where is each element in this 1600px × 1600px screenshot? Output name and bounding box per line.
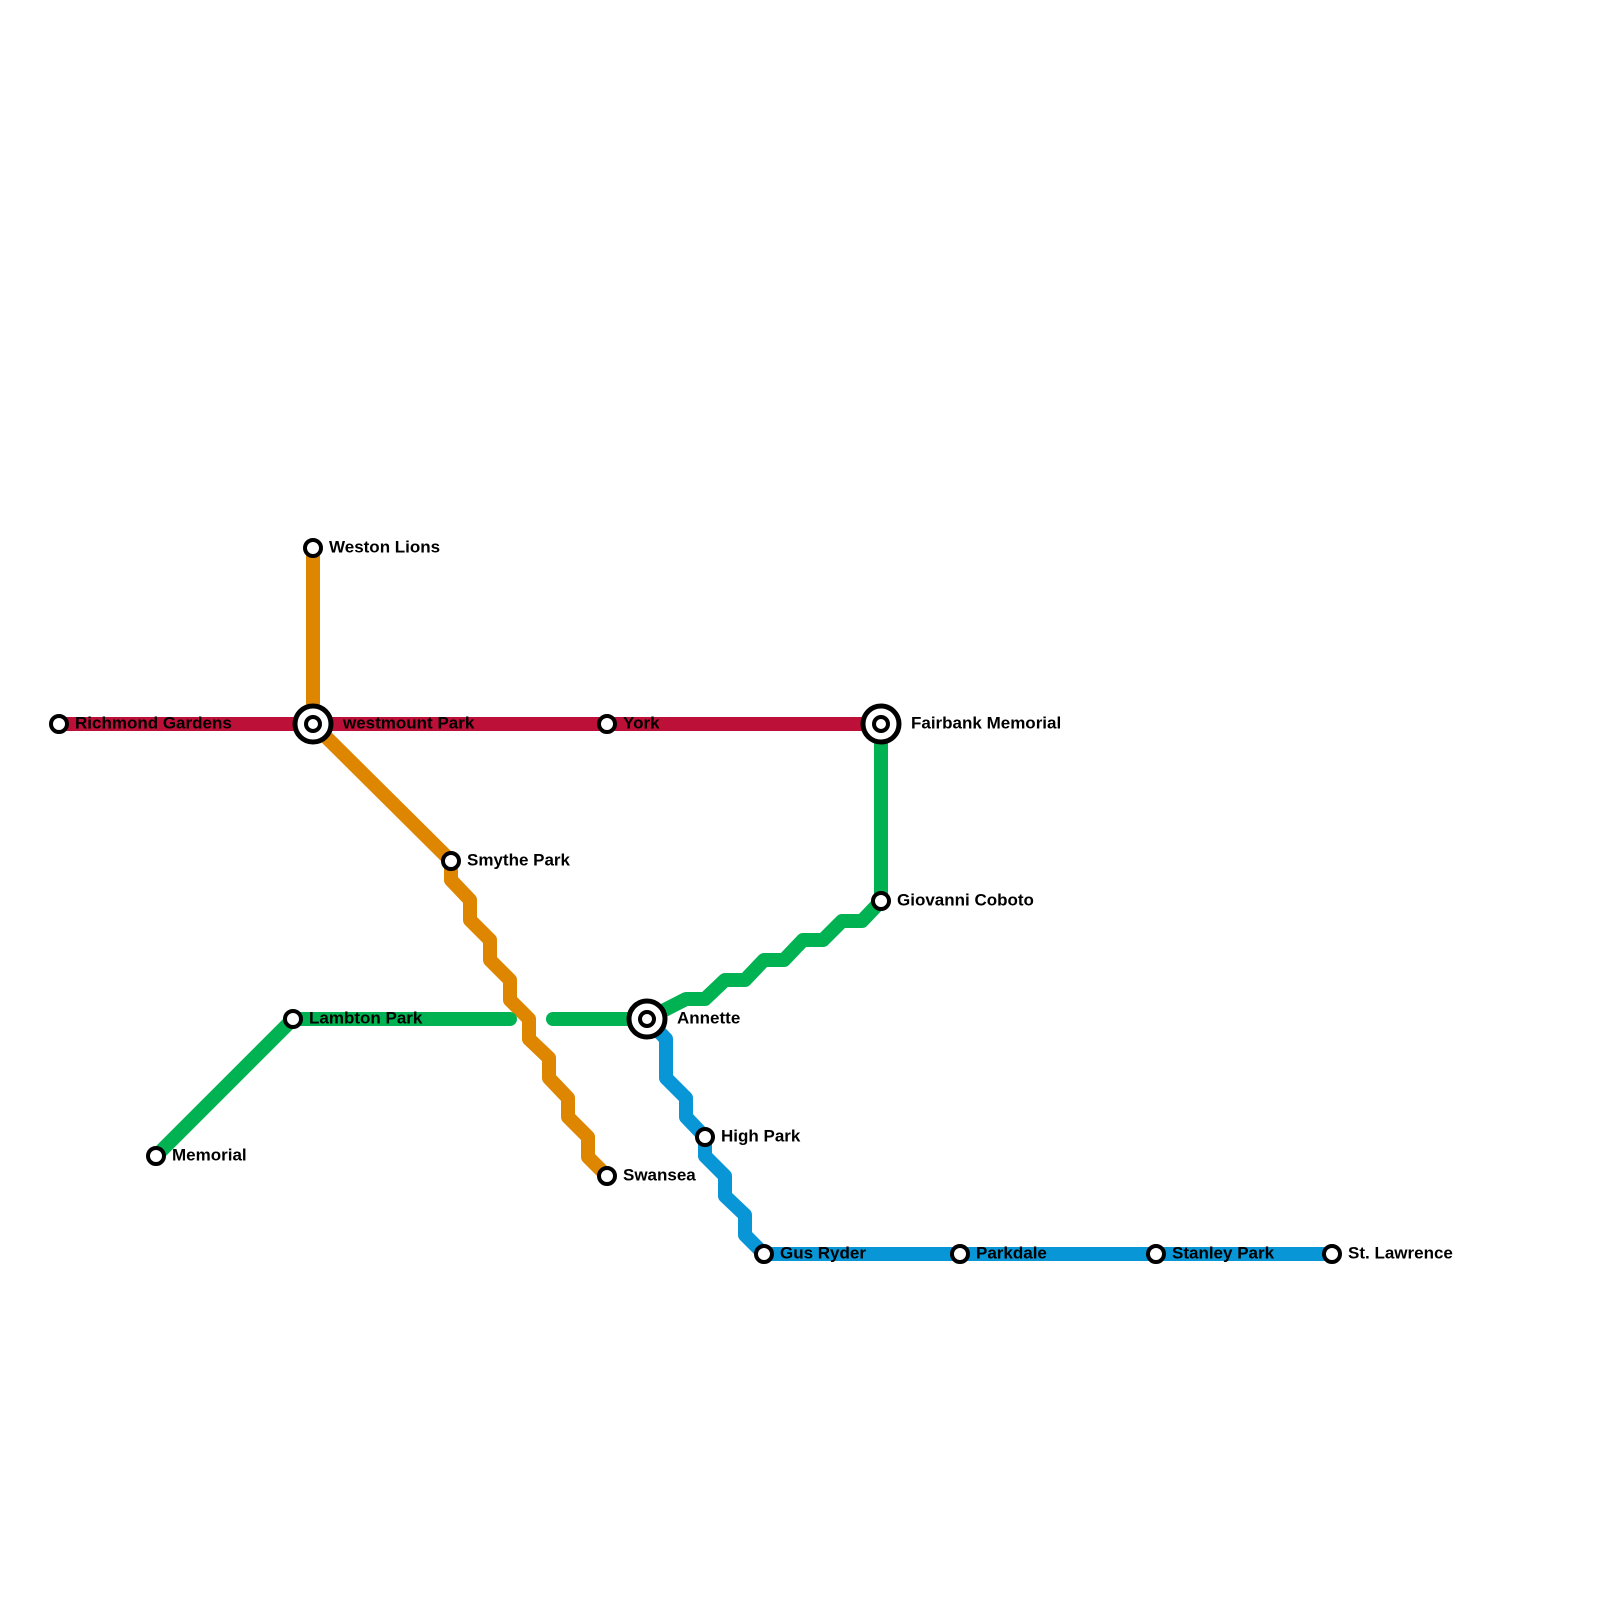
station (754, 1244, 774, 1264)
blue-line (640, 1012, 1339, 1261)
station-label: St. Lawrence (1348, 1243, 1453, 1262)
interchange (638, 1010, 656, 1028)
station (441, 851, 461, 871)
station-label: Swansea (623, 1165, 696, 1184)
station-label: York (623, 713, 660, 732)
interchange (304, 715, 322, 733)
station (871, 891, 891, 911)
station-label: Lambton Park (309, 1008, 423, 1027)
station (695, 1127, 715, 1147)
green-line (149, 1012, 517, 1163)
station-label: Annette (677, 1008, 740, 1027)
station (1322, 1244, 1342, 1264)
station-label: High Park (721, 1126, 801, 1145)
station-label: Stanley Park (1172, 1243, 1275, 1262)
station-label: Weston Lions (329, 537, 440, 556)
station-label: westmount Park (342, 713, 475, 732)
station (146, 1146, 166, 1166)
station-label: Fairbank Memorial (911, 713, 1061, 732)
station (950, 1244, 970, 1264)
station (1146, 1244, 1166, 1264)
station-label: Gus Ryder (780, 1243, 866, 1262)
station (597, 714, 617, 734)
station-label: Richmond Gardens (75, 713, 232, 732)
station (597, 1166, 617, 1186)
station-label: Smythe Park (467, 850, 571, 869)
station-labels: Weston Lions Richmond Gardens westmount … (75, 537, 1453, 1262)
station (283, 1009, 303, 1029)
station-label: Giovanni Coboto (897, 890, 1034, 909)
interchange (872, 715, 890, 733)
station-label: Parkdale (976, 1243, 1047, 1262)
station (303, 538, 323, 558)
orange-line (306, 541, 614, 1183)
green-line (546, 717, 888, 1026)
station-label: Memorial (172, 1145, 247, 1164)
stations (49, 538, 1342, 1264)
station (49, 714, 69, 734)
